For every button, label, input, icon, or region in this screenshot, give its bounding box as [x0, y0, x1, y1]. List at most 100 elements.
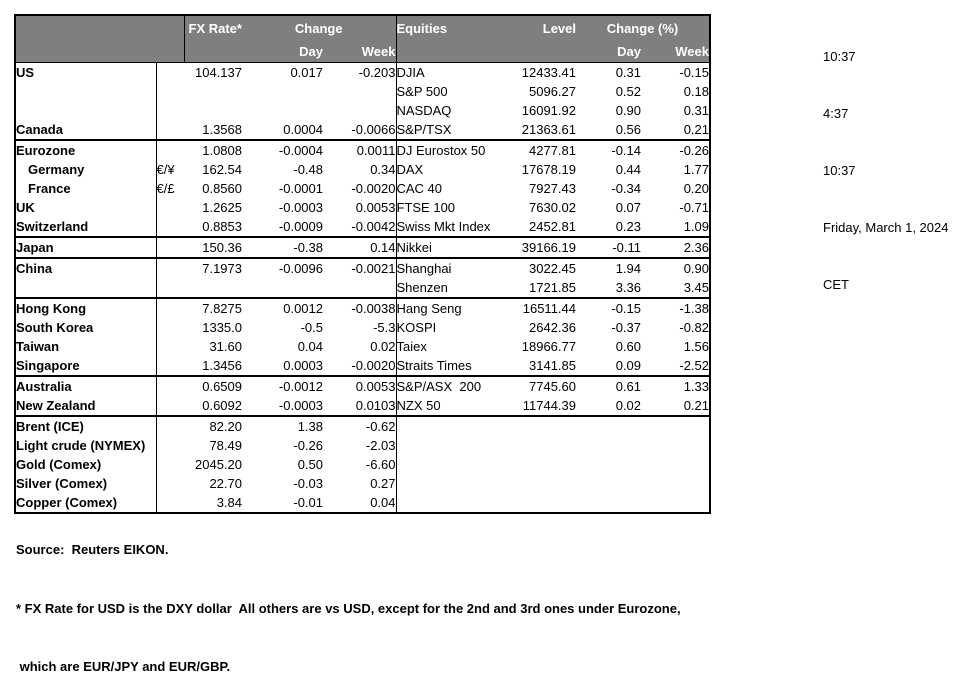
fx-rate-cell: 0.8560 [202, 181, 242, 196]
equity-week-change-cell: 1.56 [683, 339, 709, 354]
country-cell: Taiwan [15, 337, 157, 356]
fx-rate-cell: 162.54 [202, 162, 242, 177]
header-equities: Equities [396, 15, 504, 41]
equity-level-cell: 7745.60 [504, 375, 576, 396]
equity-day-change-cell: 0.90 [615, 103, 641, 118]
equity-day-change-cell [576, 436, 641, 455]
fx-rate-cell: 104.137 [195, 65, 242, 80]
fx-day-change-cell: -0.26 [293, 438, 323, 453]
fx-day-change-cell: 0.0004 [283, 122, 323, 137]
equity-name-cell: DAX [396, 162, 424, 177]
table-row: New Zealand 0.6092 -0.0003 0.0103 NZX 50 1174… [15, 396, 710, 416]
currency-pair-cell [156, 278, 184, 298]
fx-rate-cell: 0.6509 [184, 375, 242, 396]
date-line: Friday, March 1, 2024 [823, 220, 949, 235]
timezone-line: CET [823, 277, 849, 292]
currency-pair-cell [156, 474, 184, 493]
table-row: Singapore 1.3456 0.0003 -0.0020 Straits Time… [15, 356, 710, 376]
country-cell: Australia [15, 375, 157, 396]
equity-week-change-cell [641, 455, 710, 474]
fx-day-change-cell: -0.0009 [278, 219, 323, 234]
currency-pair-cell [156, 297, 184, 318]
table-row: Canada 1.3568 0.0004 -0.0066 S&P/TSX 21363.61… [15, 120, 710, 140]
fx-day-change-cell: -0.01 [293, 495, 323, 510]
fx-rate-cell: 1.2625 [202, 200, 242, 215]
timestamp-line: 10:37 [823, 163, 856, 178]
country-cell: UK [15, 198, 157, 217]
equity-level-cell: 18966.77 [521, 339, 576, 354]
currency-pair-cell: €/£ [156, 181, 175, 196]
currency-pair-cell [156, 356, 184, 376]
equity-week-change-cell: 0.21 [683, 398, 709, 413]
equity-week-change-cell: 0.18 [683, 84, 709, 99]
timestamp-block: 10:37 4:37 10:37 Friday, March 1, 2024 C… [823, 9, 948, 313]
table-row: Japan 150.36 -0.38 0.14 Nikkei 39166.19 -0.11 2… [15, 236, 710, 258]
table-row: Switzerland 0.8853 -0.0009 -0.0042 Swiss Mkt… [15, 217, 710, 237]
country-cell: China [15, 257, 157, 278]
currency-pair-cell [156, 120, 184, 140]
currency-pair-cell [156, 198, 184, 217]
equity-name-cell: S&P/ASX 200 [396, 375, 504, 396]
fx-rate-cell: 0.8853 [202, 219, 242, 234]
fx-rate-cell [184, 101, 242, 120]
equity-week-change-cell: -0.26 [641, 139, 710, 160]
table-row: Germany €/¥ 162.54 -0.48 0.34 DAX 17678.19 0.44… [15, 160, 710, 179]
country-cell: Singapore [15, 356, 157, 376]
fx-week-change-cell: 0.04 [323, 493, 397, 513]
equity-day-change-cell [576, 455, 641, 474]
equity-level-cell: 16091.92 [521, 103, 576, 118]
fx-day-change-cell [242, 82, 323, 101]
equity-day-change-cell: 0.09 [615, 358, 641, 373]
equity-level-cell: 39166.19 [504, 236, 576, 258]
fx-day-change-cell: -0.5 [300, 320, 323, 335]
fx-week-change-cell: 0.0103 [323, 396, 397, 416]
equity-level-cell: 2452.81 [529, 219, 576, 234]
fx-rate-cell: 2045.20 [195, 457, 242, 472]
header-blank [15, 41, 185, 63]
market-report-table: FX Rate* Change Equities Level Change (%… [14, 14, 711, 514]
header-fx-rate: FX Rate* [184, 15, 242, 41]
footnote-line-2: which are EUR/JPY and EUR/GBP. [16, 659, 231, 674]
equity-week-change-cell: 1.77 [683, 162, 709, 177]
fx-week-change-cell: -5.3 [323, 318, 397, 337]
currency-pair-cell: €/¥ [156, 162, 175, 177]
country-cell: Silver (Comex) [15, 474, 157, 493]
table-row: Australia 0.6509 -0.0012 0.0053 S&P/ASX 200 7… [15, 375, 710, 396]
fx-day-change-cell: -0.0004 [242, 139, 323, 160]
table-row: Silver (Comex) 22.70 -0.03 0.27 [15, 474, 710, 493]
country-cell: Copper (Comex) [15, 493, 157, 513]
equity-level-cell: 3022.45 [504, 257, 576, 278]
header-blank [184, 41, 242, 63]
currency-pair-cell [156, 139, 184, 160]
equity-level-cell [504, 436, 576, 455]
header-day-pct: Day [576, 41, 641, 63]
currency-pair-cell [156, 63, 184, 83]
fx-day-change-cell: -0.0096 [242, 257, 323, 278]
currency-pair-cell [156, 318, 184, 337]
country-cell [15, 101, 157, 120]
equity-week-change-cell: 1.09 [683, 219, 709, 234]
fx-rate-cell: 1.3456 [202, 358, 242, 373]
fx-week-change-cell: -0.203 [323, 62, 397, 82]
fx-rate-cell: 31.60 [209, 339, 242, 354]
fx-week-change-cell [323, 278, 397, 298]
fx-rate-cell: 82.20 [184, 415, 242, 436]
fx-rate-cell: 78.49 [209, 438, 242, 453]
currency-pair-cell [156, 436, 184, 455]
equity-level-cell: 12433.41 [521, 65, 576, 80]
fx-week-change-cell: 0.34 [323, 160, 397, 179]
equity-name-cell: S&P/TSX [396, 122, 452, 137]
equity-level-cell: 3141.85 [529, 358, 576, 373]
equity-name-cell: Nikkei [396, 236, 504, 258]
equity-name-cell: Taiex [396, 339, 427, 354]
fx-rate-cell [184, 82, 242, 101]
equity-name-cell: CAC 40 [396, 181, 443, 196]
equity-day-change-cell: 0.60 [615, 339, 641, 354]
table-body: US 104.137 0.017 -0.203 DJIA 12433.41 0.31 -0.1… [15, 62, 710, 513]
fx-rate-cell: 150.36 [184, 236, 242, 258]
equity-week-change-cell [641, 415, 710, 436]
country-cell: Canada [15, 120, 157, 140]
fx-rate-cell: 7.1973 [184, 257, 242, 278]
fx-week-change-cell: -0.62 [323, 415, 397, 436]
fx-rate-cell: 1.3568 [202, 122, 242, 137]
